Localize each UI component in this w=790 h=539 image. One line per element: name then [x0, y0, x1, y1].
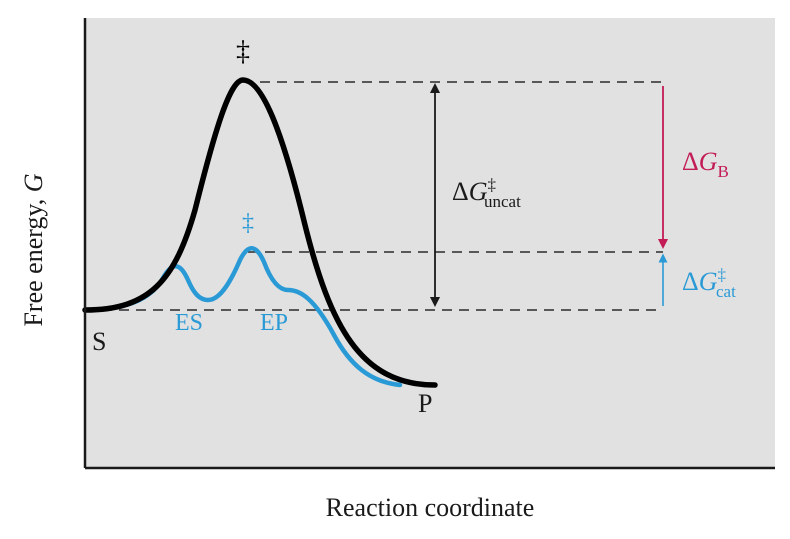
energy-diagram: ‡ ‡ S P ES EP ΔG‡uncat ΔGB ΔG‡cat Reacti… [0, 0, 790, 539]
ts-uncat-label: ‡ [236, 36, 250, 67]
subscript: B [718, 162, 729, 181]
ts-cat-label: ‡ [242, 210, 254, 236]
G-italic: G [699, 147, 718, 176]
delta: Δ [452, 177, 469, 206]
G-italic: G [699, 267, 718, 296]
y-axis-label: Free energy, G [19, 173, 48, 326]
subscript: cat [716, 282, 736, 301]
subscript: uncat [484, 192, 521, 211]
delta: Δ [682, 147, 699, 176]
diagram-svg: ‡ ‡ S P ES EP ΔG‡uncat ΔGB ΔG‡cat Reacti… [0, 0, 790, 539]
product-label: P [418, 389, 432, 418]
delta: Δ [682, 267, 699, 296]
substrate-label: S [92, 327, 106, 356]
EP-label: EP [260, 310, 288, 336]
y-axis-G: G [19, 173, 48, 192]
y-axis-text-part1: Free energy, [19, 192, 48, 326]
ES-label: ES [175, 310, 203, 336]
x-axis-label: Reaction coordinate [326, 493, 535, 522]
